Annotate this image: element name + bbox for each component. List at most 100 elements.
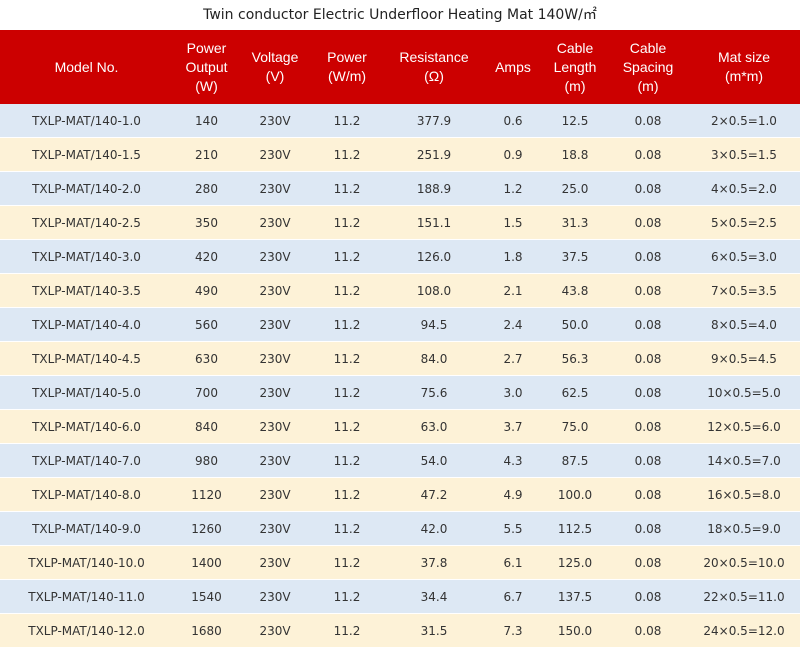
cell-amps: 2.4 [484,307,542,342]
cell-mat-size: 5×0.5=2.5 [688,205,800,240]
cell-cable-spacing: 0.08 [608,579,688,614]
table-row: TXLP-MAT/140-3.5 490 230V 11.2 108.0 2.1 43.8 0… [0,273,800,308]
cell-cable-spacing: 0.08 [608,171,688,206]
cell-voltage: 230V [240,104,310,138]
cell-mat-size: 20×0.5=10.0 [688,545,800,580]
cell-model: TXLP-MAT/140-7.0 [0,443,173,478]
cell-resistance: 42.0 [384,511,484,546]
cell-power-output: 420 [173,239,240,274]
header-row: Model No. Power Output (W) Voltage (V) Powe… [0,30,800,104]
table-row: TXLP-MAT/140-4.0 560 230V 11.2 94.5 2.4 50.0 0.… [0,307,800,342]
cell-cable-spacing: 0.08 [608,341,688,376]
cell-cable-spacing: 0.08 [608,273,688,308]
cell-mat-size: 9×0.5=4.5 [688,341,800,376]
cell-voltage: 230V [240,171,310,206]
table-row: TXLP-MAT/140-5.0 700 230V 11.2 75.6 3.0 62.5 0.… [0,375,800,410]
cell-power-output: 280 [173,171,240,206]
cell-power-per-m: 11.2 [310,205,384,240]
cell-power-output: 840 [173,409,240,444]
cell-resistance: 251.9 [384,137,484,172]
table-row: TXLP-MAT/140-11.0 1540 230V 11.2 34.4 6.7 137.… [0,579,800,614]
cell-resistance: 84.0 [384,341,484,376]
cell-power-output: 1260 [173,511,240,546]
cell-amps: 6.1 [484,545,542,580]
table-title: Twin conductor Electric Underfloor Heati… [203,7,597,23]
cell-mat-size: 16×0.5=8.0 [688,477,800,512]
table-row: TXLP-MAT/140-3.0 420 230V 11.2 126.0 1.8 37.5 0… [0,239,800,274]
cell-mat-size: 8×0.5=4.0 [688,307,800,342]
cell-voltage: 230V [240,341,310,376]
header-power-per-m: Power (W/m) [310,30,384,104]
cell-voltage: 230V [240,443,310,478]
spec-table: Model No. Power Output (W) Voltage (V) Powe… [0,30,800,648]
cell-voltage: 230V [240,137,310,172]
table-row: TXLP-MAT/140-8.0 1120 230V 11.2 47.2 4.9 100.0… [0,477,800,512]
cell-power-per-m: 11.2 [310,511,384,546]
cell-power-output: 1120 [173,477,240,512]
cell-cable-length: 50.0 [542,307,608,342]
table-row: TXLP-MAT/140-2.5 350 230V 11.2 151.1 1.5 31.3 0… [0,205,800,240]
cell-power-per-m: 11.2 [310,104,384,138]
cell-resistance: 377.9 [384,104,484,138]
table-row: TXLP-MAT/140-1.5 210 230V 11.2 251.9 0.9 18.8 0… [0,137,800,172]
cell-power-per-m: 11.2 [310,443,384,478]
cell-power-per-m: 11.2 [310,341,384,376]
cell-power-per-m: 11.2 [310,137,384,172]
cell-cable-length: 25.0 [542,171,608,206]
header-mat-size: Mat size (m*m) [688,30,800,104]
cell-power-per-m: 11.2 [310,409,384,444]
cell-model: TXLP-MAT/140-2.0 [0,171,173,206]
cell-voltage: 230V [240,205,310,240]
cell-model: TXLP-MAT/140-4.5 [0,341,173,376]
table-row: TXLP-MAT/140-1.0 140 230V 11.2 377.9 0.6 12.5 0… [0,104,800,138]
cell-cable-length: 87.5 [542,443,608,478]
cell-amps: 4.9 [484,477,542,512]
cell-power-per-m: 11.2 [310,171,384,206]
table-row: TXLP-MAT/140-9.0 1260 230V 11.2 42.0 5.5 112.5… [0,511,800,546]
cell-model: TXLP-MAT/140-11.0 [0,579,173,614]
cell-voltage: 230V [240,409,310,444]
cell-mat-size: 22×0.5=11.0 [688,579,800,614]
header-resistance: Resistance (Ω) [384,30,484,104]
cell-cable-length: 56.3 [542,341,608,376]
cell-mat-size: 10×0.5=5.0 [688,375,800,410]
cell-power-per-m: 11.2 [310,545,384,580]
cell-cable-length: 18.8 [542,137,608,172]
cell-resistance: 47.2 [384,477,484,512]
cell-resistance: 63.0 [384,409,484,444]
cell-cable-spacing: 0.08 [608,477,688,512]
header-amps: Amps [484,30,542,104]
cell-power-per-m: 11.2 [310,239,384,274]
cell-voltage: 230V [240,579,310,614]
cell-resistance: 108.0 [384,273,484,308]
cell-power-output: 140 [173,104,240,138]
cell-cable-spacing: 0.08 [608,205,688,240]
cell-cable-length: 62.5 [542,375,608,410]
cell-resistance: 34.4 [384,579,484,614]
cell-cable-length: 112.5 [542,511,608,546]
cell-model: TXLP-MAT/140-6.0 [0,409,173,444]
table-row: TXLP-MAT/140-10.0 1400 230V 11.2 37.8 6.1 125.… [0,545,800,580]
cell-amps: 1.5 [484,205,542,240]
cell-mat-size: 4×0.5=2.0 [688,171,800,206]
cell-power-output: 350 [173,205,240,240]
cell-amps: 1.2 [484,171,542,206]
cell-cable-spacing: 0.08 [608,443,688,478]
cell-mat-size: 7×0.5=3.5 [688,273,800,308]
cell-mat-size: 2×0.5=1.0 [688,104,800,138]
cell-cable-spacing: 0.08 [608,104,688,138]
cell-amps: 1.8 [484,239,542,274]
cell-power-output: 980 [173,443,240,478]
cell-power-output: 210 [173,137,240,172]
cell-voltage: 230V [240,273,310,308]
cell-model: TXLP-MAT/140-4.0 [0,307,173,342]
table-body: TXLP-MAT/140-1.0 140 230V 11.2 377.9 0.6 12.5 0… [0,104,800,648]
cell-resistance: 94.5 [384,307,484,342]
cell-cable-spacing: 0.08 [608,307,688,342]
cell-amps: 3.0 [484,375,542,410]
cell-voltage: 230V [240,375,310,410]
cell-voltage: 230V [240,239,310,274]
table-row: TXLP-MAT/140-7.0 980 230V 11.2 54.0 4.3 87.5 0.… [0,443,800,478]
header-cable-spacing: Cable Spacing (m) [608,30,688,104]
cell-power-output: 630 [173,341,240,376]
